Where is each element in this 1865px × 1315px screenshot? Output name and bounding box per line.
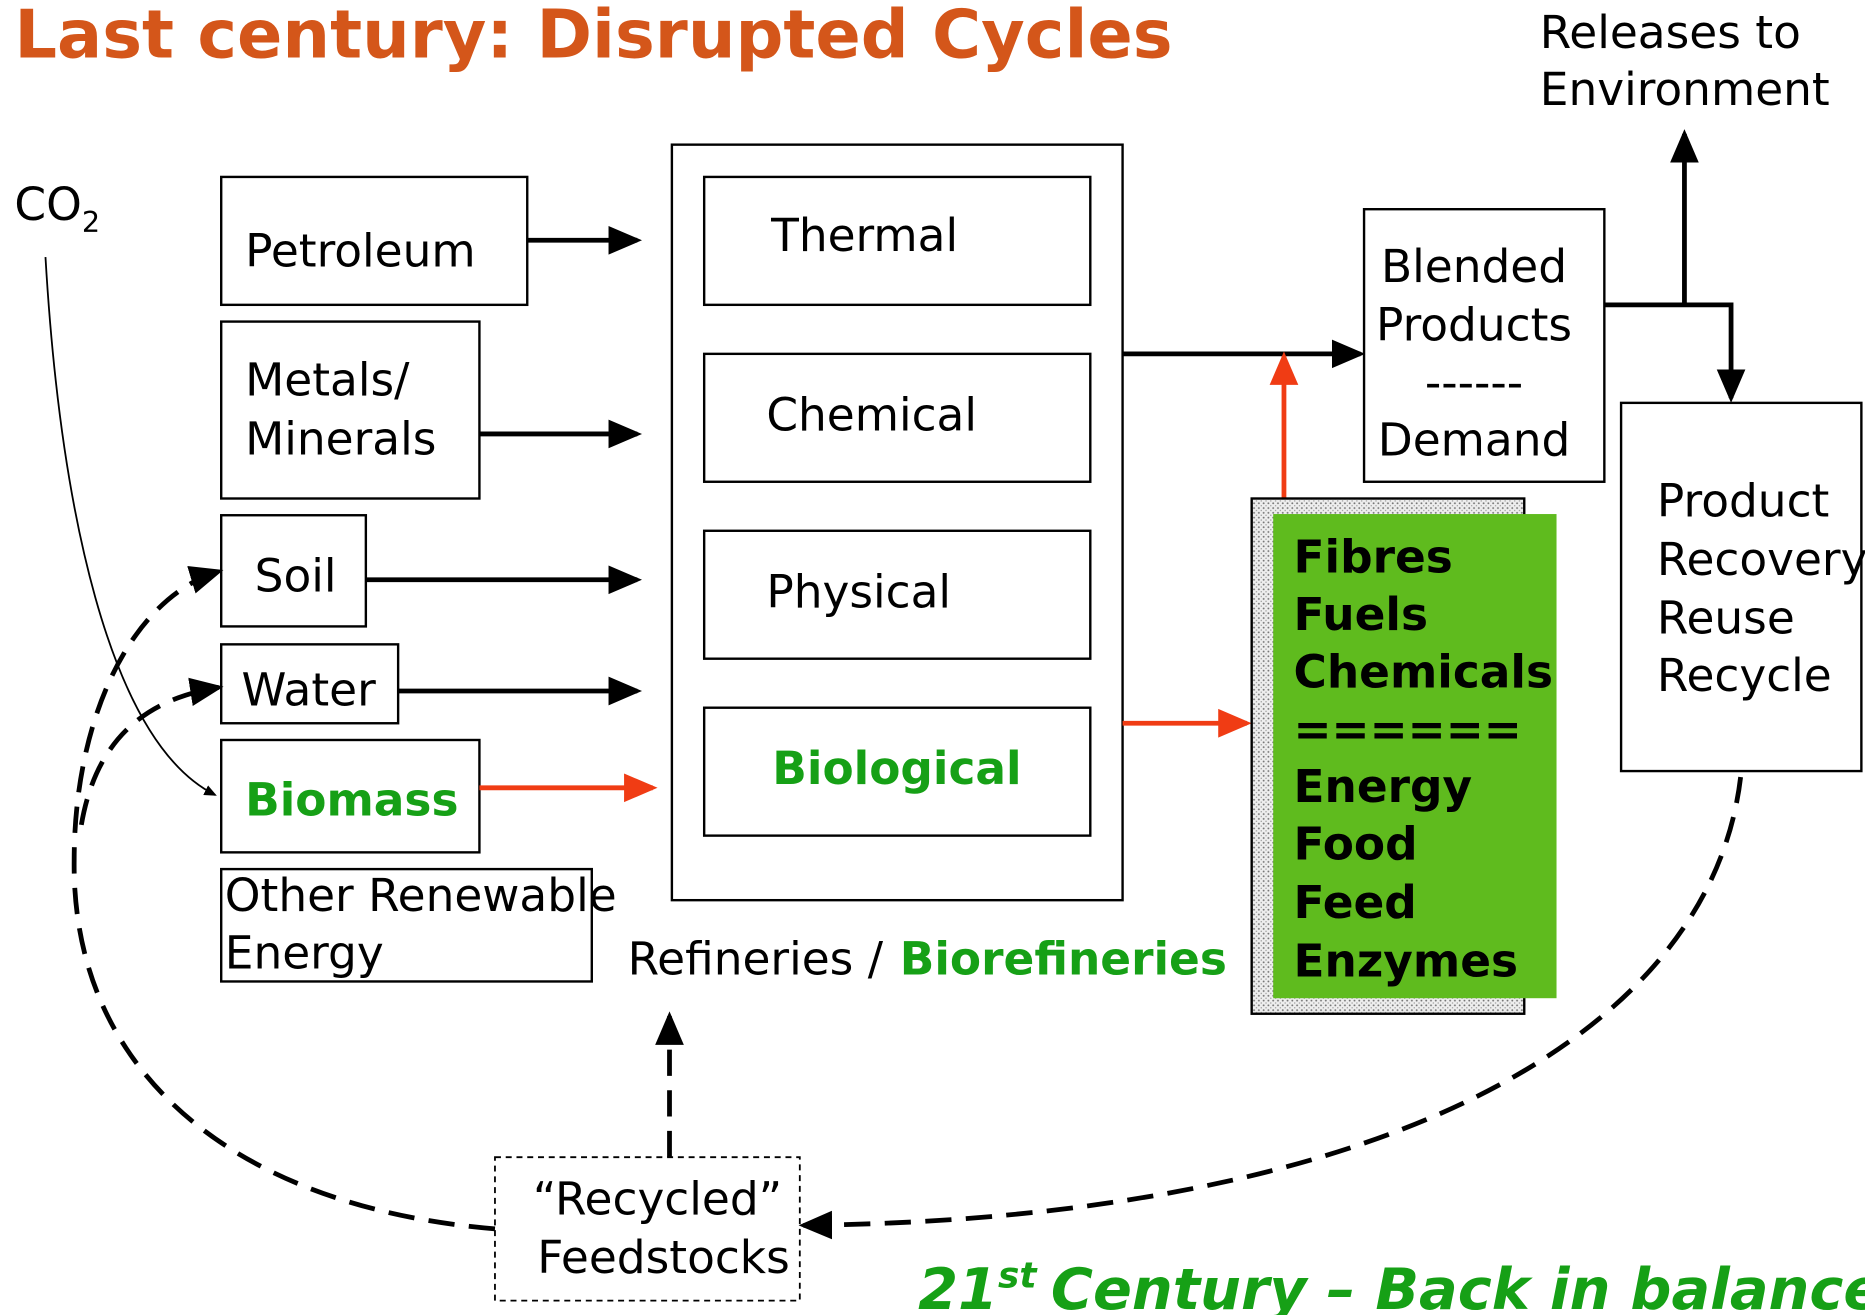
source-box [220,320,481,500]
refineries-label: Refineries / Biorefineries [628,932,1227,985]
product-label: Energy [1294,760,1473,813]
recovery-box [1619,401,1863,773]
source-label: Other Renewable [225,869,617,922]
recycled-label: Feedstocks [537,1231,789,1284]
co2-label: CO2 [14,178,100,239]
process-box [702,706,1092,837]
blended-label: ------ [1425,356,1523,409]
process-label: Thermal [770,209,958,262]
blended-label: Demand [1378,413,1571,466]
source-box [220,867,593,983]
sources: Petroleum Metals/ Minerals Soil Water Bi… [220,175,617,983]
source-label: Energy [225,926,384,979]
co2-base: CO [14,178,81,231]
source-box [220,514,368,628]
process-box [702,529,1092,660]
title: Last century: Disrupted Cycles [14,0,1172,73]
recovery-label: Reuse [1657,592,1795,645]
biorefineries: Biorefineries [900,932,1227,985]
footer-sup: st [998,1256,1038,1297]
source-label: Soil [255,550,337,603]
footer: 21st Century – Back in balance [918,1256,1865,1315]
blended-label: Blended [1381,240,1567,293]
process-box [702,175,1092,307]
process-label: Chemical [766,388,977,441]
source-label: Metals/ [245,354,410,407]
source-label: Water [242,663,377,716]
process-box [702,352,1092,483]
product-label: Fuels [1294,588,1428,641]
co2-arrow [44,256,217,796]
source-box [220,738,481,854]
product-label: Enzymes [1294,935,1519,988]
product-label: Food [1294,818,1418,871]
footer-rest: Century – Back in balance [1051,1256,1865,1315]
recovery-label: Product [1657,474,1829,527]
process-label: Physical [766,565,951,618]
dashed-arrow [71,566,496,1232]
product-label: Chemicals [1294,645,1553,698]
recycled-label: “Recycled” [533,1173,782,1226]
co2-sub: 2 [82,205,100,239]
product-label: ====== [1294,703,1522,756]
blended-box [1362,208,1606,483]
arrow [1604,302,1746,403]
source-box [220,643,400,725]
releases-label: Releases to [1540,6,1801,59]
source-label: Minerals [245,412,436,465]
products-box [1273,514,1557,999]
source-box [220,175,529,307]
recovery-label: Recovery [1657,533,1865,586]
recovery-label: Recycle [1657,649,1832,702]
source-label: Petroleum [245,225,476,278]
refineries: Refineries / [628,932,884,985]
process-label: Biological [772,742,1021,795]
products: Fibres Fuels Chemicals ====== Energy Foo… [1294,531,1553,988]
product-label: Feed [1294,876,1417,929]
source-label: Biomass [245,773,458,826]
releases-label: Environment [1540,63,1830,116]
dashed-arrow [78,677,224,826]
footer-prefix: 21 [918,1256,998,1315]
blended-label: Products [1376,299,1572,352]
product-label: Fibres [1294,531,1453,584]
